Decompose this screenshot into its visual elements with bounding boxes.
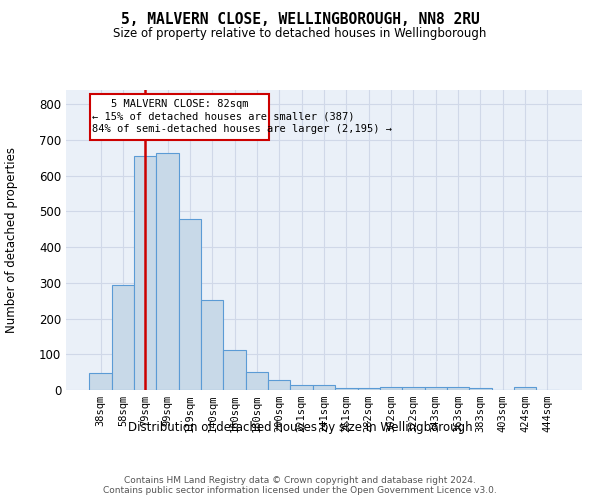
Bar xyxy=(201,300,223,390)
Text: Size of property relative to detached houses in Wellingborough: Size of property relative to detached ho… xyxy=(113,28,487,40)
Text: 5 MALVERN CLOSE: 82sqm: 5 MALVERN CLOSE: 82sqm xyxy=(110,99,248,109)
Bar xyxy=(358,388,380,390)
Bar xyxy=(469,388,491,390)
Bar xyxy=(380,387,402,390)
Bar xyxy=(514,387,536,390)
Bar xyxy=(134,156,157,390)
Bar xyxy=(89,373,112,390)
Text: 84% of semi-detached houses are larger (2,195) →: 84% of semi-detached houses are larger (… xyxy=(92,124,392,134)
Bar xyxy=(402,387,425,390)
Text: ← 15% of detached houses are smaller (387): ← 15% of detached houses are smaller (38… xyxy=(92,112,355,122)
Text: Distribution of detached houses by size in Wellingborough: Distribution of detached houses by size … xyxy=(128,421,472,434)
Bar xyxy=(313,384,335,390)
Text: Number of detached properties: Number of detached properties xyxy=(5,147,19,333)
Bar xyxy=(112,284,134,390)
Bar xyxy=(157,152,179,390)
Bar xyxy=(447,387,469,390)
Text: 5, MALVERN CLOSE, WELLINGBOROUGH, NN8 2RU: 5, MALVERN CLOSE, WELLINGBOROUGH, NN8 2R… xyxy=(121,12,479,28)
Bar xyxy=(335,388,358,390)
Bar xyxy=(90,94,269,140)
Bar xyxy=(223,350,246,390)
Bar xyxy=(425,387,447,390)
Text: Contains HM Land Registry data © Crown copyright and database right 2024.
Contai: Contains HM Land Registry data © Crown c… xyxy=(103,476,497,495)
Bar xyxy=(246,372,268,390)
Bar xyxy=(268,380,290,390)
Bar xyxy=(179,219,201,390)
Bar xyxy=(290,384,313,390)
